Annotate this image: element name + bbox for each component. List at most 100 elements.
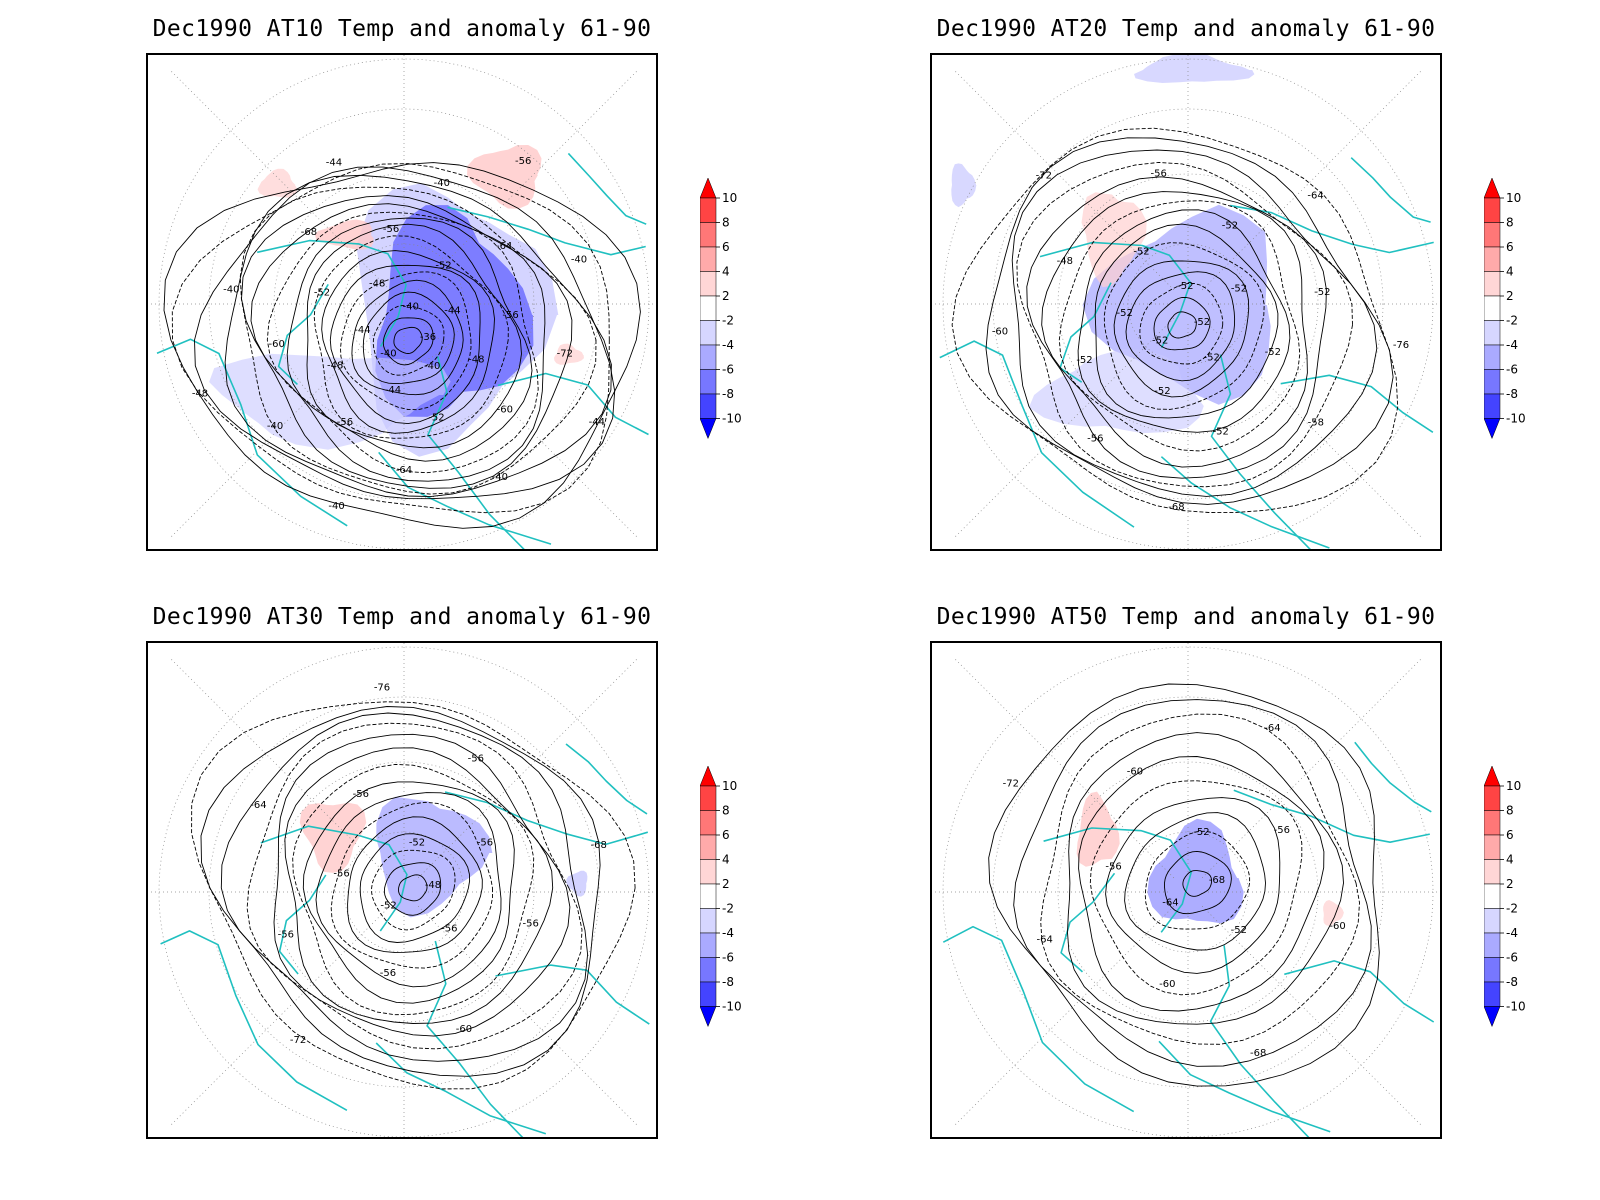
contour-label: -52 xyxy=(409,838,425,849)
colorbar-swatch xyxy=(1483,222,1501,248)
coastline xyxy=(939,340,1135,528)
colorbar-label: -8 xyxy=(1506,387,1518,401)
contour-label: -36 xyxy=(420,332,436,343)
colorbar-label: 8 xyxy=(1506,804,1514,818)
contour-label: -52 xyxy=(1117,308,1133,319)
contour-lines xyxy=(951,127,1399,513)
colorbar-label: -2 xyxy=(722,902,734,916)
colorbar-swatch xyxy=(699,369,717,395)
map-canvas: -36 -40 -40 -40 -44 -44 -44 -48 -48 -48 -52 -52 -52 -… xyxy=(148,55,656,549)
map-panel: Dec1990 AT20 Temp and anomaly 61-90 -52 -5… xyxy=(784,0,1584,600)
coastline xyxy=(447,206,646,256)
colorbar-swatch xyxy=(699,246,717,272)
coastline xyxy=(160,930,348,1111)
colorbar-swatch xyxy=(1483,393,1501,419)
isotherm-contour xyxy=(315,792,502,988)
colorbar-swatch xyxy=(1483,810,1501,836)
colorbar-swatch xyxy=(699,834,717,860)
map-panel: Dec1990 AT30 Temp and anomaly 61-90 -48 -5… xyxy=(0,588,800,1188)
coastline xyxy=(1160,456,1330,549)
contour-label: -64 xyxy=(1307,190,1323,201)
isotherm-contour xyxy=(1067,732,1344,1025)
colorbar-arrow-top xyxy=(699,765,717,787)
isotherm-contour xyxy=(1113,260,1250,398)
isotherm-contour xyxy=(1164,850,1232,915)
isotherm-contour xyxy=(329,264,481,425)
latitude-circle xyxy=(208,108,600,500)
colorbar-label: -10 xyxy=(722,412,742,426)
contour-label: -40 xyxy=(434,178,450,189)
colorbar-label: -10 xyxy=(1506,412,1526,426)
contour-label: -48 xyxy=(369,278,385,289)
contour-label: -44 xyxy=(354,325,370,336)
colorbar-swatch xyxy=(699,810,717,836)
colorbar-arrow-bottom xyxy=(699,418,717,440)
map-panel: Dec1990 AT50 Temp and anomaly 61-90 -68 -6… xyxy=(784,588,1584,1188)
contour-label: -48 xyxy=(327,360,343,371)
contour-label: -64 xyxy=(396,465,412,476)
contour-label: -40 xyxy=(403,302,419,313)
colorbar-label: -2 xyxy=(1506,902,1518,916)
isotherm-contour xyxy=(359,833,471,943)
isotherm-contour xyxy=(362,291,455,385)
contour-label: -68 xyxy=(301,227,317,238)
colorbar-label: -2 xyxy=(1506,314,1518,328)
coastline xyxy=(426,940,524,1137)
contour-label: -40 xyxy=(380,349,396,360)
coastline xyxy=(1230,204,1434,254)
contour-label: -56 xyxy=(353,789,369,800)
colorbar-label: -4 xyxy=(1506,926,1518,940)
isotherm-contour xyxy=(988,683,1380,1087)
coastlines xyxy=(160,743,650,1137)
isotherm-contour xyxy=(371,849,456,931)
coastline xyxy=(565,743,648,815)
latitude-circle xyxy=(1057,761,1319,1023)
contour-label: -52 xyxy=(435,260,451,271)
colorbar-swatch xyxy=(1483,197,1501,223)
contour-label: -60 xyxy=(1127,767,1143,778)
colorbar-label: 2 xyxy=(1506,877,1514,891)
isotherm-contour xyxy=(1016,161,1353,488)
contour-label: -48 xyxy=(468,354,484,365)
colorbar-label: -10 xyxy=(722,1000,742,1014)
isotherm-contour xyxy=(220,712,589,1062)
meridian-line xyxy=(1201,905,1422,1126)
isotherm-contour xyxy=(273,733,571,1037)
contour-label: -52 xyxy=(380,901,396,912)
contour-label: -52 xyxy=(1204,352,1220,363)
contour-label: -52 xyxy=(1152,335,1168,346)
panel-title: Dec1990 AT20 Temp and anomaly 61-90 xyxy=(936,16,1436,42)
colorbar-swatch xyxy=(699,344,717,370)
contour-label: -52 xyxy=(1213,426,1229,437)
isotherm-contour xyxy=(382,317,434,366)
isotherm-contour xyxy=(246,722,583,1050)
latitude-circle xyxy=(273,761,535,1023)
colorbar-swatch xyxy=(699,271,717,297)
contour-label: -56 xyxy=(502,310,518,321)
contour-label: -52 xyxy=(1231,283,1247,294)
contour-label: -48 xyxy=(1057,256,1073,267)
colorbar-swatch xyxy=(699,883,717,909)
colorbar-swatch xyxy=(1483,369,1501,395)
coastline xyxy=(1350,157,1431,223)
coastline xyxy=(278,874,327,975)
colorbar-swatch xyxy=(1483,981,1501,1007)
colorbar-swatch xyxy=(1483,344,1501,370)
colorbar-label: 8 xyxy=(722,216,730,230)
isotherm-contour xyxy=(1089,780,1303,996)
colorbar-label: 6 xyxy=(722,828,730,842)
colorbar-label: 4 xyxy=(1506,853,1514,867)
contour-label: -64 xyxy=(496,241,512,252)
contour-label: -64 xyxy=(1037,934,1053,945)
isotherm-contour xyxy=(194,166,616,500)
coastline xyxy=(1210,354,1311,549)
contour-label: -44 xyxy=(589,417,605,428)
isotherm-contour xyxy=(241,195,573,489)
colorbar-canvas: 10 8 6 4 2 -2 -4 -6 -8 -10 xyxy=(1483,765,1526,1028)
colorbar: 10 8 6 4 2 -2 -4 -6 -8 -10 xyxy=(699,765,770,1056)
colorbar-swatch xyxy=(1483,957,1501,983)
colorbar-label: -8 xyxy=(722,975,734,989)
isotherm-contour xyxy=(286,217,533,462)
colorbar-swatch xyxy=(699,932,717,958)
colorbar-swatch xyxy=(1483,932,1501,958)
